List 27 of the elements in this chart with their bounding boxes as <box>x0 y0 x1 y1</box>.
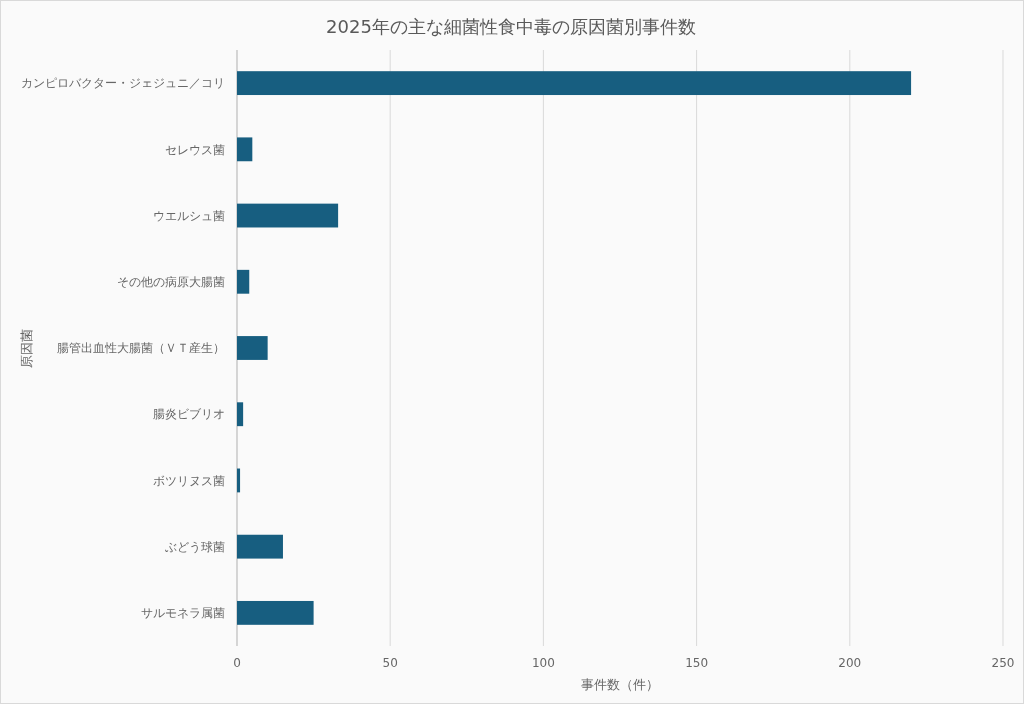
x-axis-title: 事件数（件） <box>581 677 659 692</box>
bar <box>237 336 268 360</box>
y-tick-label: サルモネラ属菌 <box>141 606 225 621</box>
x-tick-label: 100 <box>531 656 555 670</box>
bar <box>237 71 912 96</box>
bar <box>237 269 250 294</box>
bar <box>237 203 339 228</box>
y-tick-label: カンピロバクター・ジェジュニ／コリ <box>21 76 225 91</box>
y-tick-label: ウエルシュ菌 <box>153 208 225 223</box>
x-tick-label: 200 <box>838 656 862 670</box>
x-tick-label: 150 <box>685 656 709 670</box>
bar <box>237 534 283 559</box>
y-tick-label: 腸炎ビブリオ <box>153 407 225 422</box>
x-tick-label: 0 <box>233 656 241 670</box>
x-tick-label: 250 <box>991 656 1015 670</box>
y-tick-label: その他の病原大腸菌 <box>117 274 225 289</box>
bar <box>237 468 241 493</box>
y-tick-label: 腸管出血性大腸菌（ＶＴ産生） <box>57 341 225 356</box>
y-tick-label: ぶどう球菌 <box>165 539 225 554</box>
chart-title: 2025年の主な細菌性食中毒の原因菌別事件数 <box>326 16 696 37</box>
x-tick-label: 50 <box>382 656 398 670</box>
y-axis-title: 原因菌 <box>19 328 34 368</box>
y-tick-label: ボツリヌス菌 <box>153 473 225 488</box>
bar <box>237 600 314 625</box>
y-tick-label: セレウス菌 <box>165 142 225 157</box>
bar <box>237 137 253 162</box>
bar <box>237 402 244 427</box>
